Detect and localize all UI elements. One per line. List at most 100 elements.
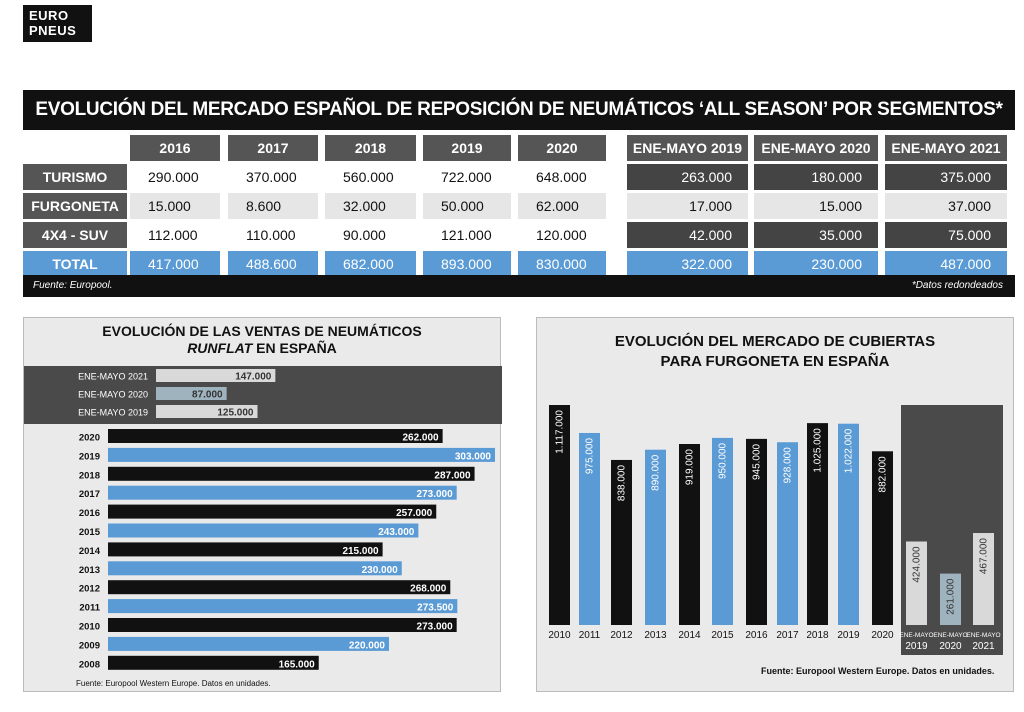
runflat-value-label: 273.000 (417, 489, 454, 500)
table-cell: 488.600 (228, 251, 318, 277)
table-cell: 370.000 (228, 164, 318, 190)
runflat-panel: EVOLUCIÓN DE LAS VENTAS DE NEUMÁTICOS RU… (23, 317, 502, 692)
table-row-label: TOTAL (23, 251, 127, 277)
table-cell: 15.000 (130, 193, 220, 219)
table-column-header: 2020 (518, 135, 606, 161)
furgoneta-bar (611, 459, 632, 625)
runflat-bar (156, 387, 227, 400)
runflat-category-label: 2020 (79, 433, 100, 444)
table-cell: 560.000 (325, 164, 416, 190)
furgoneta-value-label: 1.022.000 (844, 428, 855, 473)
table-cell: 722.000 (423, 164, 511, 190)
table-column-header: ENE-MAYO 2019 (627, 135, 748, 161)
table-cell: 375.000 (885, 164, 1007, 190)
runflat-bar-chart: ENE-MAYO 2021 147.000 ENE-MAYO 2020 87.000 E… (24, 366, 502, 670)
runflat-category-label: ENE-MAYO 2019 (78, 408, 148, 418)
runflat-value-label: 147.000 (235, 372, 272, 383)
runflat-category-label: 2015 (79, 527, 101, 538)
furgoneta-title-line1: EVOLUCIÓN DEL MERCADO DE CUBIERTAS (614, 333, 936, 350)
logo-line1: EURO (29, 8, 69, 23)
runflat-category-label: 2010 (79, 622, 100, 633)
furgoneta-value-label: 838.000 (617, 465, 628, 502)
furgoneta-category-label: 2013 (644, 630, 667, 641)
table-cell: 90.000 (325, 222, 416, 248)
furgoneta-category-label: 2019 (837, 630, 860, 641)
table-cell: 180.000 (754, 164, 878, 190)
table-cell: 8.600 (228, 193, 318, 219)
table-cell: 112.000 (130, 222, 220, 248)
runflat-category-label: 2009 (79, 640, 100, 651)
furgoneta-category-label: 2020 (939, 641, 962, 652)
runflat-bar (108, 429, 443, 443)
table-cell: 417.000 (130, 251, 220, 277)
furgoneta-category-label: 2014 (678, 630, 701, 641)
runflat-bar (156, 369, 276, 382)
runflat-value-label: 273.000 (417, 622, 454, 633)
runflat-value-label: 243.000 (378, 527, 415, 538)
runflat-source: Fuente: Europool Western Europe. Datos e… (76, 679, 271, 688)
furgoneta-value-label: 1.025.000 (813, 428, 824, 473)
runflat-category-label: ENE-MAYO 2020 (78, 390, 148, 400)
furgoneta-value-label: 945.000 (752, 443, 763, 480)
table-title: EVOLUCIÓN DEL MERCADO ESPAÑOL DE REPOSIC… (23, 90, 1015, 130)
table-column-header: 2019 (423, 135, 511, 161)
all-season-table: 2016 2017 2018 2019 2020 ENE-MAYO 2019 ENE-MAY… (23, 130, 1015, 297)
furgoneta-bar (906, 541, 927, 625)
furgoneta-value-label: 950.000 (718, 442, 729, 479)
table-cell: 42.000 (627, 222, 748, 248)
runflat-title-line2: RUNFLAT EN ESPAÑA (24, 340, 500, 357)
runflat-bar (108, 599, 458, 614)
table-cell: 110.000 (228, 222, 318, 248)
table-cell: 290.000 (130, 164, 220, 190)
furgoneta-bar (777, 442, 798, 625)
furgoneta-category-label: 2012 (610, 630, 633, 641)
furgoneta-category-label: 2020 (871, 630, 894, 641)
runflat-category-label: 2011 (79, 603, 100, 614)
furgoneta-category-label: 2017 (776, 630, 799, 641)
logo-line2: PNEUS (29, 23, 77, 38)
furgoneta-value-label: 919.000 (685, 449, 696, 486)
runflat-value-label: 165.000 (279, 659, 316, 670)
europneus-logo: EURO PNEUS (23, 5, 92, 42)
runflat-value-label: 262.000 (402, 433, 439, 444)
table-cell: 62.000 (518, 193, 606, 219)
runflat-value-label: 125.000 (217, 408, 254, 419)
table-cell: 75.000 (885, 222, 1007, 248)
runflat-bar (108, 655, 319, 670)
furgoneta-bar (712, 437, 733, 625)
furgoneta-value-label: 261.000 (946, 578, 957, 615)
runflat-bar (108, 485, 457, 500)
furgoneta-value-label: 467.000 (979, 538, 990, 575)
runflat-value-label: 268.000 (410, 584, 447, 595)
furgoneta-bar (679, 443, 700, 625)
table-column-header: 2018 (325, 135, 416, 161)
runflat-category-label: 2016 (79, 508, 100, 519)
furgoneta-category-label: 2021 (972, 641, 995, 652)
furgoneta-category-label: 2016 (745, 630, 768, 641)
runflat-value-label: 220.000 (349, 640, 386, 651)
furgoneta-category-label: 2015 (711, 630, 734, 641)
runflat-value-label: 303.000 (455, 451, 492, 462)
furgoneta-value-label: 424.000 (912, 546, 923, 583)
furgoneta-category-label: 2018 (806, 630, 829, 641)
table-cell: 35.000 (754, 222, 878, 248)
furgoneta-value-label: 1.117.000 (555, 410, 566, 454)
runflat-title-line1: EVOLUCIÓN DE LAS VENTAS DE NEUMÁTICOS (102, 323, 422, 339)
furgoneta-bar (645, 449, 666, 625)
table-row-label: 4X4 - SUV (23, 222, 127, 248)
furgoneta-category-label: 2011 (579, 630, 601, 641)
table-cell: 893.000 (423, 251, 511, 277)
runflat-bar (108, 466, 475, 481)
table-column-header: ENE-MAYO 2021 (885, 135, 1007, 161)
furgoneta-value-label: 975.000 (585, 438, 596, 475)
furgoneta-bar (973, 533, 994, 625)
runflat-category-label: 2017 (79, 489, 100, 500)
runflat-bar (108, 542, 383, 557)
runflat-value-label: 257.000 (396, 508, 433, 519)
furgoneta-value-label: 882.000 (878, 456, 889, 493)
furgoneta-panel: EVOLUCIÓN DEL MERCADO DE CUBIERTAS PARA … (536, 317, 1014, 692)
runflat-title: EVOLUCIÓN DE LAS VENTAS DE NEUMÁTICOS RU… (24, 323, 500, 357)
runflat-value-label: 230.000 (362, 565, 399, 576)
runflat-bar (108, 636, 389, 651)
table-cell: 32.000 (325, 193, 416, 219)
